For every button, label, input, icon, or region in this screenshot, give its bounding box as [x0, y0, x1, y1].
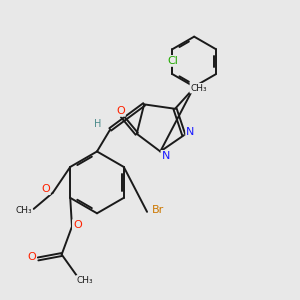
Text: Br: Br	[152, 206, 164, 215]
Text: O: O	[116, 106, 125, 116]
Text: H: H	[94, 119, 102, 129]
Text: N: N	[161, 151, 170, 161]
Text: N: N	[186, 127, 194, 137]
Text: CH₃: CH₃	[76, 276, 93, 285]
Text: Cl: Cl	[167, 56, 178, 66]
Text: CH₃: CH₃	[15, 206, 32, 215]
Text: CH₃: CH₃	[190, 84, 207, 93]
Text: O: O	[73, 220, 82, 230]
Text: O: O	[41, 184, 50, 194]
Text: O: O	[27, 253, 36, 262]
